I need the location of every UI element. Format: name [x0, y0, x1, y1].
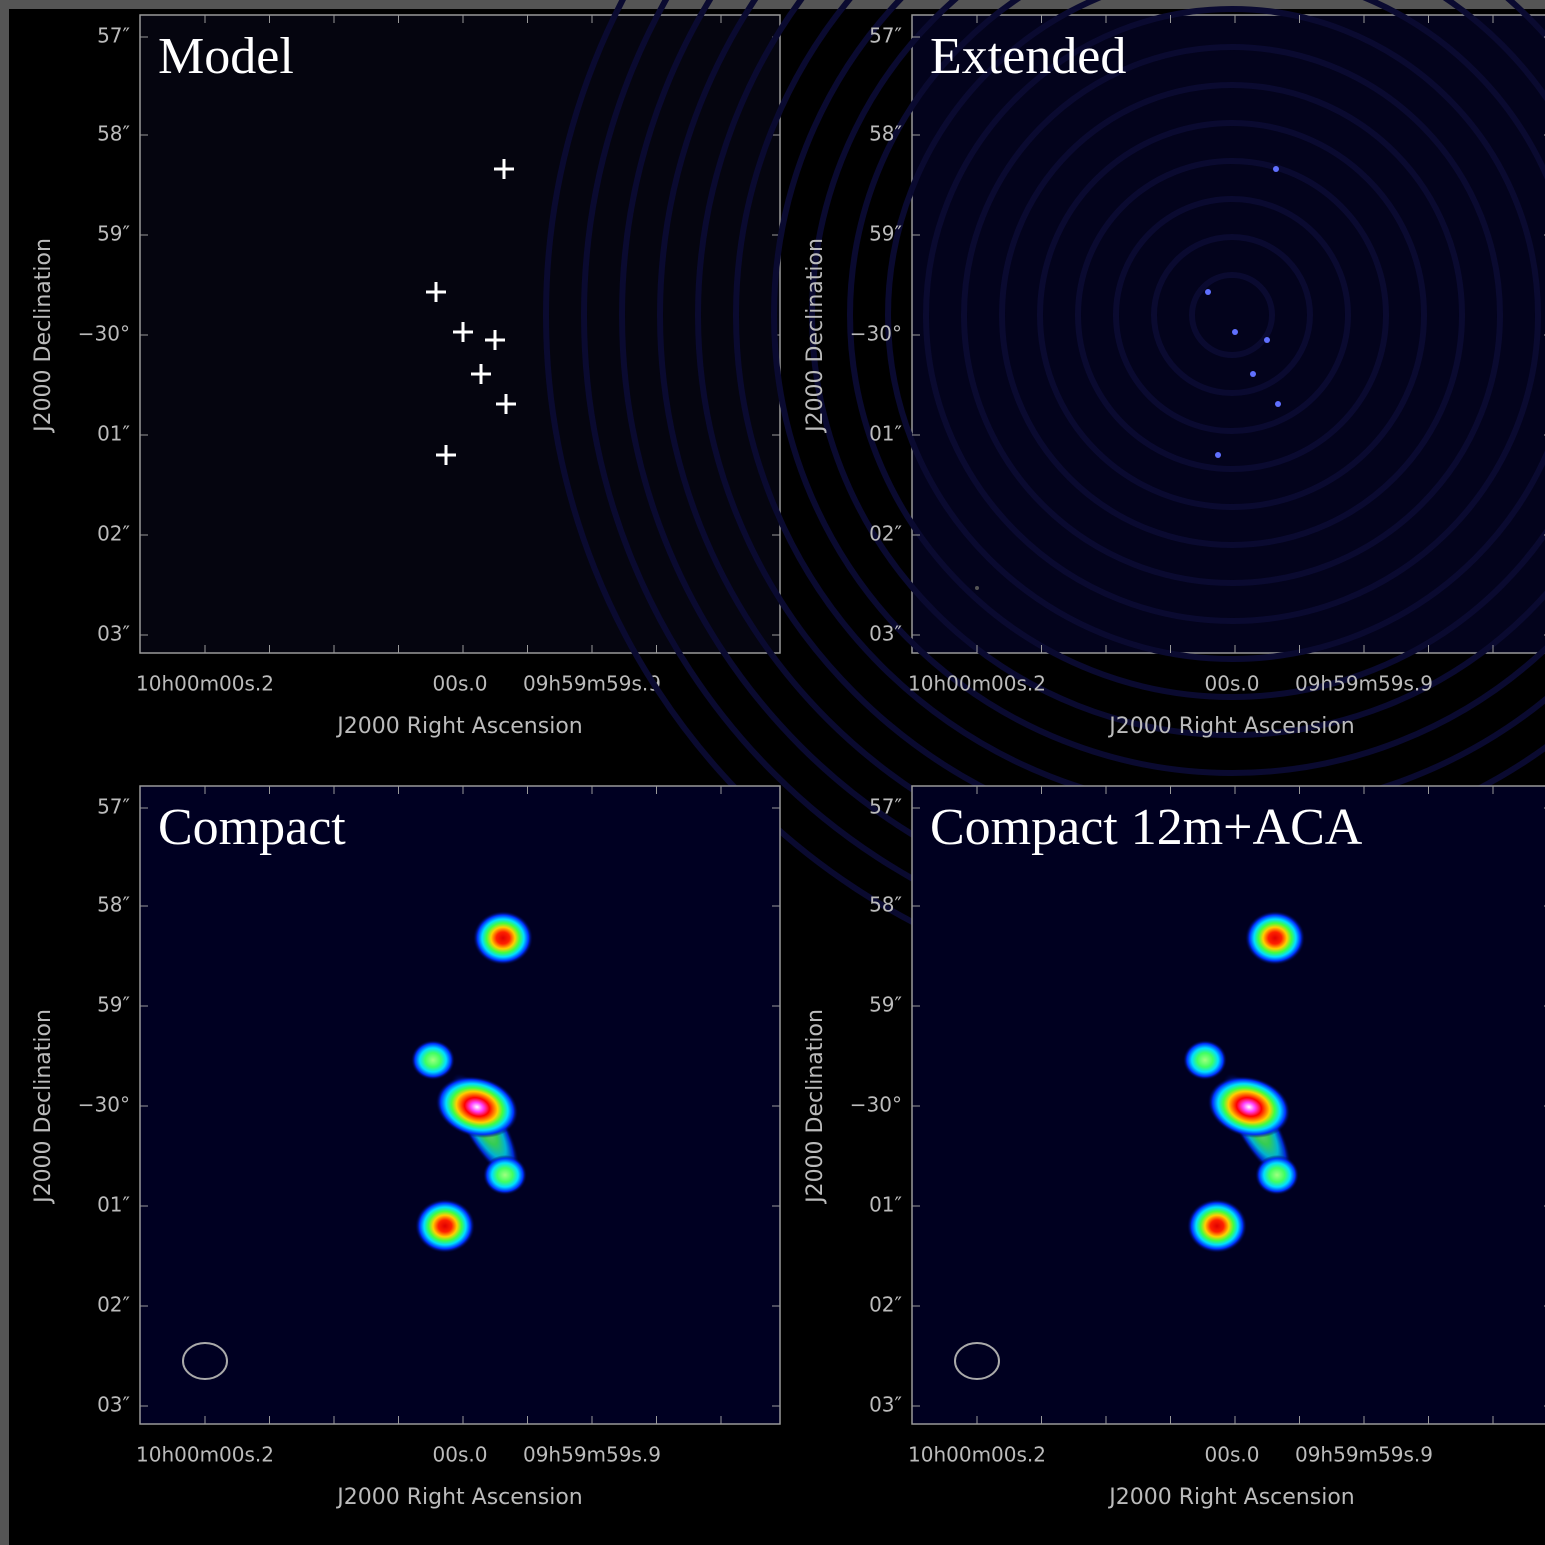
y-tick-label: 59″: [869, 222, 902, 246]
x-axis-label: J2000 Right Ascension: [335, 714, 582, 739]
source-blob: [411, 1040, 455, 1080]
x-axis-label: J2000 Right Ascension: [1107, 1485, 1354, 1510]
source-blob: [1245, 911, 1305, 965]
panel-title: Compact: [158, 799, 346, 856]
point-source: [1205, 289, 1211, 295]
y-tick-label: 59″: [97, 222, 130, 246]
x-tick-label: 00s.0: [433, 672, 488, 696]
source-blob: [1255, 1155, 1299, 1195]
source-blob: [1183, 1040, 1227, 1080]
point-source: [1250, 371, 1256, 377]
panel-title: Extended: [930, 28, 1126, 85]
y-tick-label: 59″: [97, 993, 130, 1017]
source-blob: [483, 1155, 527, 1195]
y-tick-label: 58″: [97, 122, 130, 146]
x-tick-label: 00s.0: [433, 1443, 488, 1467]
y-axis-label: J2000 Declination: [31, 238, 56, 434]
x-tick-label: 09h59m59s.9: [1295, 672, 1433, 696]
y-tick-label: 58″: [869, 893, 902, 917]
panel: 57″ 58″ 59″ −30° 01″ 02″ 03″ 10h00m00s.2 00s.0 09…: [803, 786, 1545, 1510]
x-axis-label: J2000 Right Ascension: [1107, 714, 1354, 739]
y-tick-label: 02″: [97, 522, 130, 546]
point-source: [1215, 452, 1221, 458]
x-tick-label: 10h00m00s.2: [908, 1443, 1046, 1467]
figure: 57″ 58″ 59″ −30° 01″ 02″ 03″ 10h00m00s.2 00s.0 09…: [0, 0, 1545, 1545]
x-tick-label: 10h00m00s.2: [136, 672, 274, 696]
x-tick-label: 09h59m59s.9: [523, 1443, 661, 1467]
y-tick-label: 57″: [869, 24, 902, 48]
x-tick-label: 00s.0: [1205, 1443, 1260, 1467]
image-area: [140, 15, 780, 653]
y-tick-label: −30°: [850, 322, 902, 346]
point-source: [1275, 401, 1281, 407]
point-source: [1232, 329, 1238, 335]
point-source: [1264, 337, 1270, 343]
y-tick-label: 02″: [869, 1293, 902, 1317]
y-tick-label: 01″: [869, 422, 902, 446]
y-tick-label: −30°: [78, 322, 130, 346]
x-axis-label: J2000 Right Ascension: [335, 1485, 582, 1510]
panel-title: Model: [158, 28, 294, 85]
panel: 57″ 58″ 59″ −30° 01″ 02″ 03″ 10h00m00s.2 00s.0 09…: [31, 786, 780, 1510]
panel-title: Compact 12m+ACA: [930, 799, 1363, 856]
y-tick-label: 03″: [869, 1393, 902, 1417]
speck: [975, 586, 979, 590]
y-tick-label: 02″: [97, 1293, 130, 1317]
y-tick-label: −30°: [78, 1093, 130, 1117]
y-tick-label: 01″: [97, 1193, 130, 1217]
x-tick-label: 10h00m00s.2: [908, 672, 1046, 696]
y-tick-label: 01″: [869, 1193, 902, 1217]
source-blob: [415, 1199, 475, 1253]
y-tick-label: −30°: [850, 1093, 902, 1117]
point-source: [1273, 166, 1279, 172]
y-tick-label: 58″: [97, 893, 130, 917]
y-tick-label: 03″: [97, 622, 130, 646]
x-tick-label: 00s.0: [1205, 672, 1260, 696]
y-axis-label: J2000 Declination: [803, 1009, 828, 1205]
y-tick-label: 59″: [869, 993, 902, 1017]
y-tick-label: 57″: [869, 795, 902, 819]
y-tick-label: 57″: [97, 795, 130, 819]
source-blob: [473, 911, 533, 965]
source-blob: [1187, 1199, 1247, 1253]
y-axis-label: J2000 Declination: [31, 1009, 56, 1205]
y-tick-label: 01″: [97, 422, 130, 446]
y-tick-label: 03″: [97, 1393, 130, 1417]
y-tick-label: 02″: [869, 522, 902, 546]
x-tick-label: 09h59m59s.9: [1295, 1443, 1433, 1467]
x-tick-label: 10h00m00s.2: [136, 1443, 274, 1467]
y-tick-label: 58″: [869, 122, 902, 146]
y-axis-label: J2000 Declination: [803, 238, 828, 434]
x-tick-label: 09h59m59s.9: [523, 672, 661, 696]
y-tick-label: 57″: [97, 24, 130, 48]
y-tick-label: 03″: [869, 622, 902, 646]
